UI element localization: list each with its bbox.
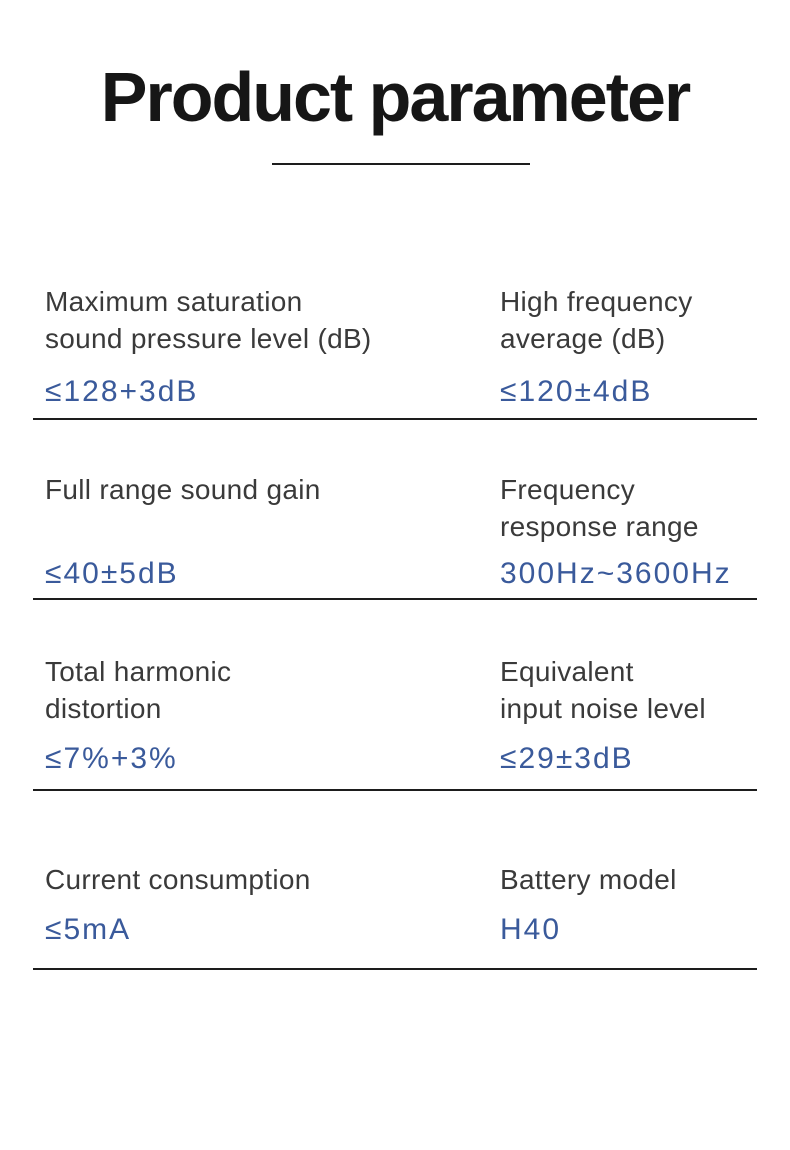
param-label: Battery model (500, 864, 677, 895)
parameters-table: Maximum saturation sound pressure level … (33, 0, 757, 1150)
param-label: Equivalent input noise level (500, 656, 706, 724)
param-total-harmonic-distortion: Total harmonic distortion ≤7%+3% (45, 654, 490, 789)
param-high-frequency-average: High frequency average (dB) ≤120±4dB (500, 284, 757, 418)
param-full-range-sound-gain: Full range sound gain ≤40±5dB (45, 472, 490, 598)
param-battery-model: Battery model H40 (500, 862, 757, 968)
param-value: ≤5mA (45, 913, 132, 946)
param-current-consumption: Current consumption ≤5mA (45, 862, 490, 968)
title-underline-divider (272, 163, 530, 165)
param-equivalent-input-noise-level: Equivalent input noise level ≤29±3dB (500, 654, 757, 789)
param-label: Maximum saturation sound pressure level … (45, 286, 372, 354)
param-row-2: Full range sound gain ≤40±5dB Frequency … (33, 468, 757, 600)
param-value: 300Hz~3600Hz (500, 557, 732, 590)
param-label: Frequency response range (500, 474, 699, 542)
param-value: ≤120±4dB (500, 375, 653, 408)
param-label: Current consumption (45, 864, 311, 895)
param-row-1: Maximum saturation sound pressure level … (33, 280, 757, 420)
param-value: ≤128+3dB (45, 375, 199, 408)
param-frequency-response-range: Frequency response range 300Hz~3600Hz (500, 472, 757, 598)
param-label: Total harmonic distortion (45, 656, 232, 724)
param-row-4: Current consumption ≤5mA Battery model H… (33, 858, 757, 970)
param-row-3: Total harmonic distortion ≤7%+3% Equival… (33, 650, 757, 791)
page-title: Product parameter (100, 58, 691, 136)
param-value: ≤40±5dB (45, 557, 179, 590)
param-value: H40 (500, 913, 562, 946)
param-label: Full range sound gain (45, 474, 321, 505)
param-label: High frequency average (dB) (500, 286, 693, 354)
param-value: ≤29±3dB (500, 742, 634, 775)
param-value: ≤7%+3% (45, 742, 178, 775)
param-max-saturation-spl: Maximum saturation sound pressure level … (45, 284, 490, 418)
